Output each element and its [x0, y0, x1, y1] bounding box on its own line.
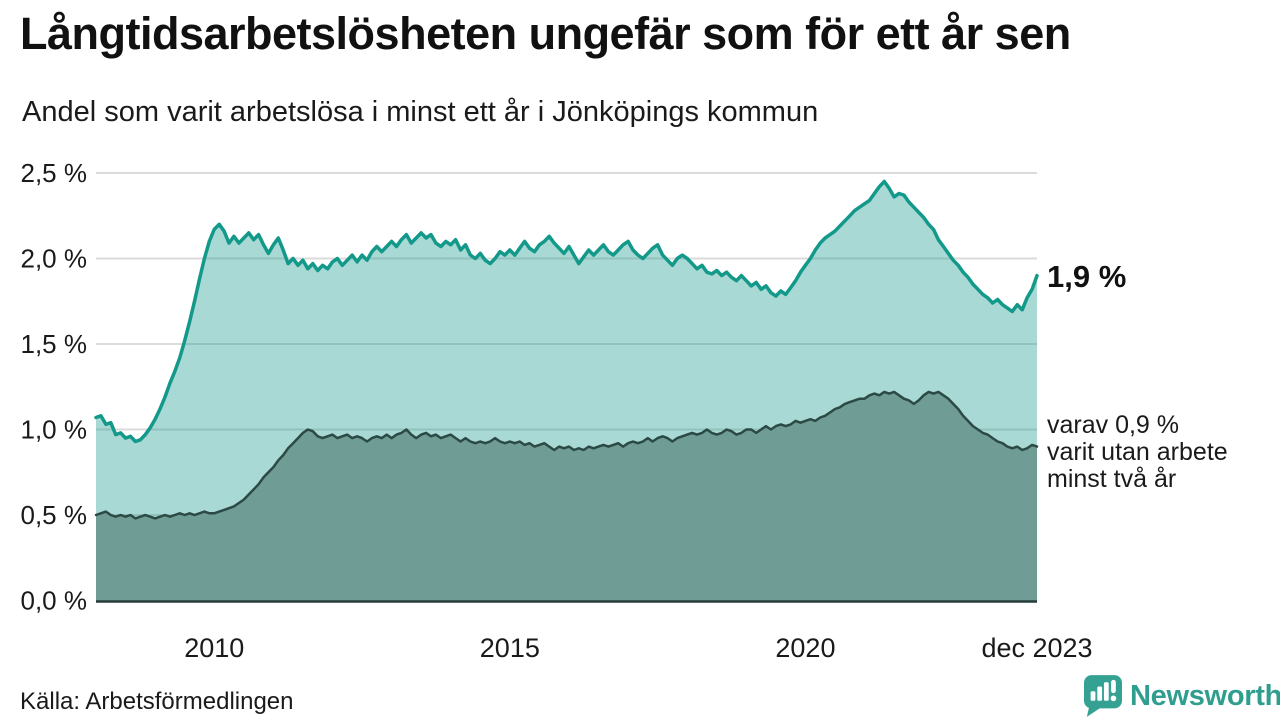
- y-tick-label: 1,5 %: [21, 329, 88, 359]
- x-tick-label: 2015: [480, 633, 540, 663]
- secondary-series-label: varav 0,9 % varit utan arbete minst två …: [1047, 411, 1228, 493]
- source-credit: Källa: Arbetsförmedlingen: [20, 688, 294, 715]
- page-title: Långtidsarbetslösheten ungefär som för e…: [20, 8, 1071, 59]
- y-tick-label: 1,0 %: [21, 415, 88, 445]
- series-line-minst-ett-år: [94, 179, 1039, 444]
- area-fill-minst-två-år: [96, 391, 1037, 601]
- x-tick-label: 2010: [184, 633, 244, 663]
- x-tick-label: 2020: [775, 633, 835, 663]
- x-tick-label: dec 2023: [981, 633, 1092, 663]
- newsworthy-logo-text: Newsworthy: [1130, 680, 1280, 712]
- newsworthy-logo-icon: [1084, 675, 1122, 717]
- y-tick-label: 0,5 %: [21, 500, 88, 530]
- series-line-minst-två-år: [94, 390, 1039, 520]
- y-tick-label: 2,0 %: [21, 244, 88, 274]
- y-tick-label: 2,5 %: [21, 158, 88, 188]
- latest-value-label: 1,9 %: [1047, 259, 1127, 294]
- y-tick-label: 0,0 %: [21, 586, 88, 616]
- chart-subtitle: Andel som varit arbetslösa i minst ett å…: [22, 96, 819, 128]
- newsworthy-logo: Newsworthy: [1084, 674, 1280, 718]
